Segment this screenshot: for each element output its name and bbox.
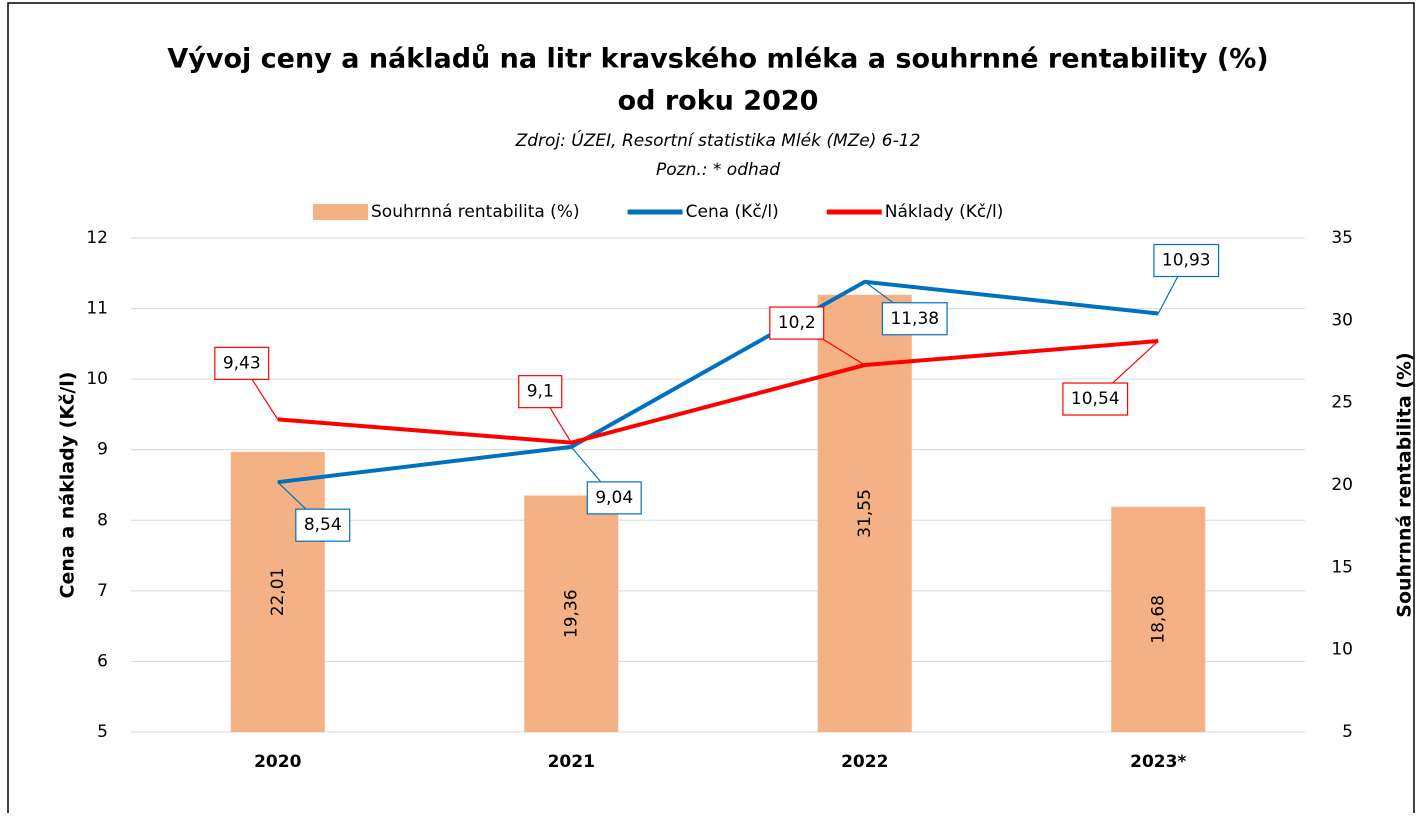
- x-tick-label: 2021: [548, 752, 595, 772]
- x-tick-label: 2020: [254, 752, 301, 772]
- data-label: 19,36: [561, 589, 581, 638]
- legend-label: Souhrnná rentabilita (%): [371, 202, 580, 222]
- legend-swatch: [313, 204, 368, 220]
- y2-axis-label: Souhrnná rentabilita (%): [1394, 352, 1416, 617]
- bar: [817, 294, 912, 732]
- data-label: 11,38: [890, 309, 939, 329]
- y-tick-label: 6: [97, 651, 108, 671]
- y-tick-label: 11: [86, 299, 108, 319]
- data-label: 8,54: [304, 515, 342, 535]
- callout-box: [295, 508, 351, 542]
- y2-tick-label: 25: [1331, 393, 1353, 413]
- y2-tick-label: 15: [1331, 557, 1353, 577]
- data-label: 10,93: [1162, 251, 1211, 271]
- y-tick-label: 5: [97, 722, 108, 742]
- y2-tick-label: 10: [1331, 640, 1353, 660]
- legend-label: Cena (Kč/l): [686, 202, 779, 222]
- data-label: 9,1: [527, 382, 554, 402]
- callout-box: [881, 302, 948, 336]
- x-tick-label: 2023*: [1130, 752, 1186, 772]
- x-tick-label: 2022: [841, 752, 888, 772]
- bar: [1111, 506, 1206, 732]
- callout-box: [769, 306, 825, 340]
- line: [277, 339, 1159, 445]
- callout-box: [1062, 382, 1129, 416]
- bar: [230, 451, 325, 732]
- y2-tick-label: 30: [1331, 310, 1353, 330]
- data-label: 31,55: [855, 489, 875, 538]
- data-label: 9,04: [595, 488, 633, 508]
- y-tick-label: 9: [97, 440, 108, 460]
- note: Pozn.: * odhad: [656, 160, 780, 180]
- callout-box: [586, 481, 642, 515]
- y-axis-label: Cena a náklady (Kč/l): [57, 372, 79, 599]
- y2-tick-label: 35: [1331, 228, 1353, 248]
- y-tick-label: 7: [97, 581, 108, 601]
- y2-tick-label: 5: [1342, 722, 1353, 742]
- callout-box: [1153, 243, 1220, 278]
- callout-box: [214, 346, 270, 380]
- legend-label: Náklady (Kč/l): [885, 202, 1004, 222]
- y-tick-label: 8: [97, 510, 108, 530]
- callout-box: [518, 375, 563, 409]
- subtitle: Zdroj: ÚZEI, Resortní statistika Mlék (M…: [515, 129, 921, 151]
- data-label: 10,54: [1071, 389, 1120, 409]
- chart-title: od roku 2020: [618, 86, 819, 117]
- y2-tick-label: 20: [1331, 475, 1353, 495]
- data-label: 9,43: [223, 353, 261, 373]
- line: [277, 279, 1159, 485]
- data-label: 18,68: [1148, 595, 1168, 644]
- data-label: 22,01: [268, 568, 288, 617]
- bar: [524, 495, 619, 732]
- data-label: 10,2: [778, 313, 816, 333]
- chart-title: Vývoj ceny a nákladů na litr kravského m…: [167, 44, 1268, 75]
- y-tick-label: 12: [86, 228, 108, 248]
- y-tick-label: 10: [86, 369, 108, 389]
